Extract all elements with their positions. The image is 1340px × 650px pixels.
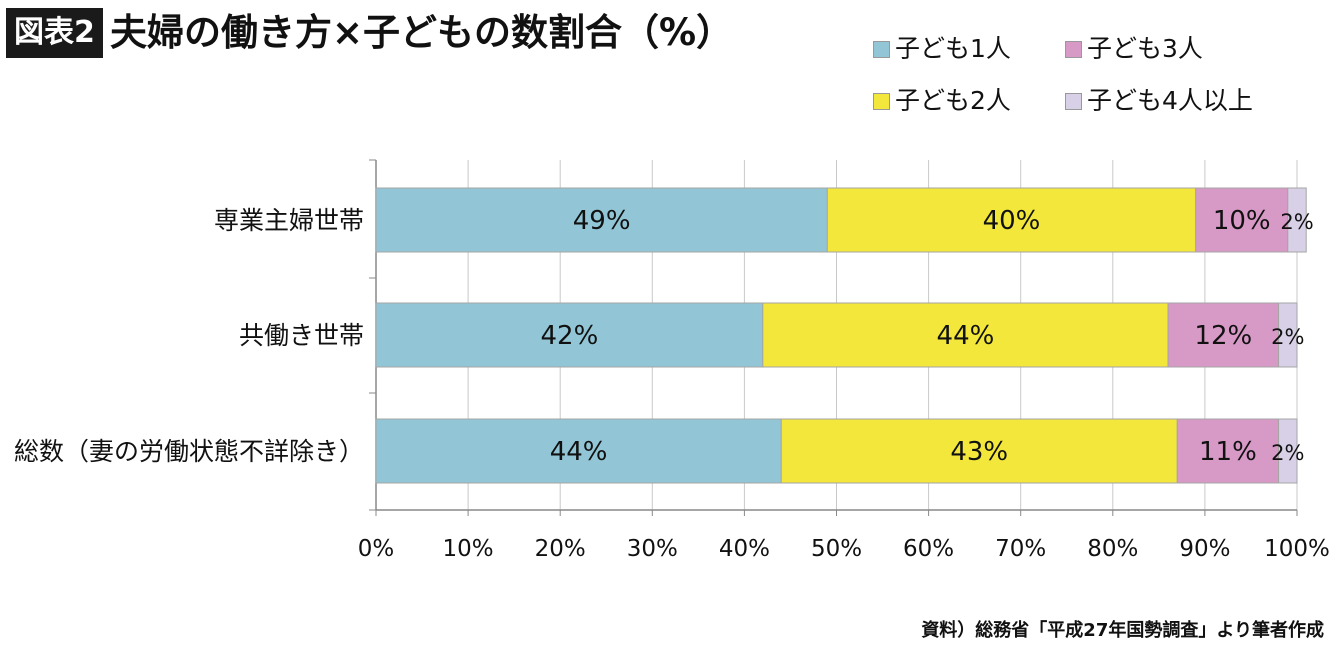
legend: 子ども1人 子ども3人 子ども2人 子ども4人以上 (873, 34, 1333, 134)
x-tick-label: 40% (719, 536, 770, 562)
x-tick-label: 30% (627, 536, 678, 562)
legend-label: 子ども2人 (895, 86, 1011, 115)
legend-item-1: 子ども1人 (873, 34, 1011, 64)
data-label: 42% (541, 321, 599, 351)
category-label: 専業主婦世帯 (214, 206, 364, 235)
data-label: 12% (1194, 321, 1252, 351)
bar-segment (375, 187, 828, 253)
bar-segment (375, 418, 782, 484)
x-tick-label: 0% (358, 536, 395, 562)
legend-swatch (1065, 40, 1082, 58)
data-label: 49% (573, 206, 631, 236)
bar-segment (826, 187, 1197, 253)
legend-item-4: 子ども4人以上 (1065, 86, 1253, 116)
x-tick-label: 60% (903, 536, 954, 562)
x-tick-label: 90% (1179, 536, 1230, 562)
bar-segment (375, 302, 764, 368)
data-label: 10% (1213, 206, 1271, 236)
data-label: 43% (950, 437, 1008, 467)
x-tick-label: 20% (535, 536, 586, 562)
bar-segment (1195, 187, 1289, 253)
legend-item-2: 子ども2人 (873, 86, 1011, 116)
legend-label: 子ども1人 (895, 34, 1011, 63)
legend-label: 子ども4人以上 (1087, 86, 1253, 115)
category-label: 総数（妻の労働状態不詳除き） (14, 437, 364, 466)
bar-segment (762, 302, 1169, 368)
legend-item-3: 子ども3人 (1065, 34, 1203, 64)
chart-title: 夫婦の働き方×子どもの数割合（%） (110, 11, 734, 54)
x-tick-label: 80% (1087, 536, 1138, 562)
data-label: 2% (1280, 210, 1313, 234)
legend-swatch (873, 92, 890, 110)
x-tick-label: 100% (1264, 536, 1330, 562)
legend-label: 子ども3人 (1087, 34, 1203, 63)
source-note: 資料）総務省「平成27年国勢調査」より筆者作成 (921, 620, 1324, 641)
x-tick-label: 50% (811, 536, 862, 562)
bar-segment (1167, 302, 1280, 368)
bar-segment (780, 418, 1178, 484)
category-label: 共働き世帯 (239, 321, 364, 350)
stacked-bar-chart: 0% 10% 20% 30% 40% 50% 60% 70% 80% 90% 100% 専業主婦世帯 4… (14, 159, 1330, 562)
figure-badge: 図表2 (6, 8, 103, 58)
data-label: 11% (1199, 437, 1257, 467)
data-label: 2% (1271, 325, 1304, 349)
data-label: 2% (1271, 441, 1304, 465)
data-label: 40% (983, 206, 1041, 236)
bar-segment (1278, 418, 1298, 484)
legend-swatch (1065, 92, 1082, 110)
x-tick-label: 10% (443, 536, 494, 562)
data-label: 44% (937, 321, 995, 351)
bar-segment (1278, 302, 1298, 368)
x-tick-label: 70% (995, 536, 1046, 562)
data-label: 44% (550, 437, 608, 467)
bar-segment (1287, 187, 1307, 253)
bar-segment (1176, 418, 1280, 484)
legend-swatch (873, 40, 890, 58)
